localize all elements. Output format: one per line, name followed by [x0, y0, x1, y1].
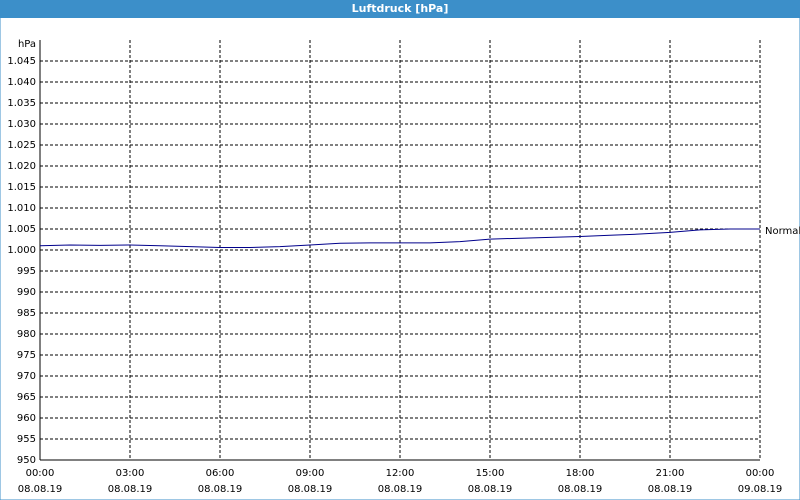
y-tick-label: 1.040: [7, 77, 36, 88]
y-tick-label: 1.025: [7, 140, 36, 151]
x-tick-label: 03:00: [116, 468, 145, 479]
y-tick-label: 1.010: [7, 203, 36, 214]
y-tick-label: 1.035: [7, 98, 36, 109]
chart-title: Luftdruck [hPa]: [352, 2, 449, 15]
x-tick-date: 08.08.19: [198, 484, 243, 495]
y-tick-label: 1.005: [7, 224, 36, 235]
y-tick-label: 1.020: [7, 161, 36, 172]
y-tick-label: 1.030: [7, 119, 36, 130]
y-tick-label: 1.000: [7, 245, 36, 256]
y-tick-label: 980: [17, 329, 36, 340]
x-tick-label: 00:00: [746, 468, 775, 479]
series-label: Normal: [765, 226, 800, 237]
x-tick-label: 21:00: [656, 468, 685, 479]
series-line: [39, 228, 760, 248]
x-tick-date: 08.08.19: [558, 484, 603, 495]
x-tick-label: 15:00: [476, 468, 505, 479]
x-tick-date: 08.08.19: [468, 484, 513, 495]
y-tick-label: 1.015: [7, 182, 36, 193]
y-tick-label: 965: [17, 392, 36, 403]
x-tick-date: 08.08.19: [288, 484, 333, 495]
x-tick-date: 08.08.19: [108, 484, 153, 495]
y-tick-label: 1.045: [7, 56, 36, 67]
y-tick-label: 955: [17, 434, 36, 445]
y-tick-label: 960: [17, 413, 36, 424]
y-tick-label: 950: [17, 455, 36, 466]
x-tick-label: 18:00: [566, 468, 595, 479]
y-tick-label: 985: [17, 308, 36, 319]
x-tick-date: 08.08.19: [18, 484, 63, 495]
y-tick-label: 990: [17, 287, 36, 298]
x-tick-date: 08.08.19: [648, 484, 693, 495]
y-tick-label: 995: [17, 266, 36, 277]
x-tick-label: 06:00: [206, 468, 235, 479]
x-tick-label: 12:00: [386, 468, 415, 479]
x-tick-date: 09.08.19: [738, 484, 783, 495]
x-tick-date: 08.08.19: [378, 484, 423, 495]
y-tick-label: 970: [17, 371, 36, 382]
x-tick-label: 00:00: [26, 468, 55, 479]
y-unit: hPa: [18, 39, 36, 50]
title-bar: [0, 0, 800, 18]
x-tick-label: 09:00: [296, 468, 325, 479]
y-tick-label: 975: [17, 350, 36, 361]
